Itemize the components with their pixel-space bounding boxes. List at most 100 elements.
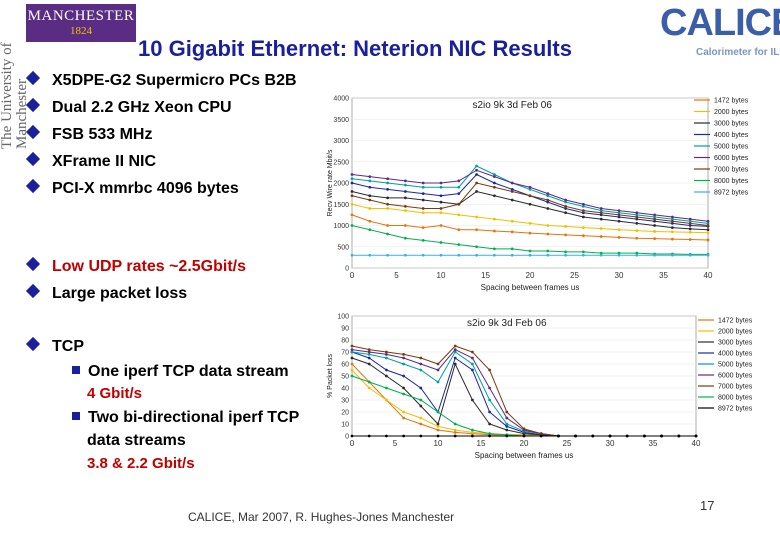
data-point	[493, 173, 496, 176]
data-point	[539, 434, 543, 438]
udp-bullet-text: Large packet loss	[52, 285, 188, 302]
y-tick-label: 3500	[333, 117, 349, 124]
data-point	[350, 173, 354, 176]
y-tick-label: 1500	[333, 202, 349, 209]
data-point	[671, 219, 674, 223]
data-point	[488, 434, 491, 438]
data-point	[706, 219, 710, 223]
data-point	[528, 249, 532, 253]
data-point	[706, 228, 710, 232]
data-point	[635, 213, 639, 217]
data-point	[635, 221, 639, 225]
data-point	[368, 175, 372, 179]
data-point	[653, 253, 656, 257]
data-point	[564, 250, 567, 254]
x-axis-label: Spacing between frames us	[481, 283, 580, 292]
data-point	[706, 253, 710, 257]
data-point	[402, 410, 405, 414]
manchester-logo-year: 1824	[70, 25, 92, 37]
diamond-bullet-icon	[25, 97, 41, 113]
x-tick-label: 5	[393, 439, 398, 448]
data-point	[546, 198, 550, 202]
diamond-bullet-icon	[25, 124, 41, 140]
data-point	[419, 404, 423, 408]
data-point	[471, 431, 474, 434]
data-point	[582, 234, 585, 238]
data-point	[493, 175, 496, 179]
data-point	[421, 181, 425, 185]
data-point	[404, 183, 407, 187]
data-point	[453, 350, 457, 354]
data-point	[528, 187, 532, 191]
x-tick-label: 35	[659, 271, 668, 280]
data-point	[419, 416, 423, 420]
data-point	[436, 380, 440, 384]
data-point	[367, 434, 371, 438]
data-point	[617, 251, 621, 255]
setup-bullet: Dual 2.2 GHz Xeon CPU	[25, 97, 232, 117]
data-point	[635, 215, 639, 219]
data-point	[350, 374, 354, 378]
data-point	[599, 213, 603, 217]
data-point	[471, 434, 474, 438]
x-tick-label: 15	[481, 271, 490, 280]
data-point	[671, 253, 674, 257]
data-point	[368, 198, 372, 202]
data-point	[453, 431, 457, 434]
data-point	[660, 434, 663, 438]
calice-logo-sub: Calorimeter for ILC	[696, 47, 780, 58]
data-point	[453, 344, 457, 348]
data-point	[439, 211, 443, 215]
x-tick-label: 0	[350, 439, 355, 448]
data-point	[493, 247, 496, 251]
y-tick-label: 500	[337, 244, 349, 251]
data-point	[653, 217, 656, 221]
data-point	[493, 217, 496, 221]
data-point	[522, 427, 526, 431]
data-point	[457, 243, 461, 247]
data-point	[404, 179, 407, 183]
data-point	[385, 356, 388, 360]
data-point	[625, 434, 629, 438]
chart-title: s2io 9k 3d Feb 06	[467, 318, 547, 329]
data-point	[694, 434, 698, 438]
diamond-bullet-icon	[25, 256, 41, 272]
data-point	[510, 247, 514, 251]
square-bullet-icon	[72, 366, 80, 374]
data-point	[564, 253, 567, 257]
data-point	[643, 434, 646, 438]
data-point	[419, 356, 423, 360]
data-point	[385, 386, 388, 390]
data-point	[471, 356, 474, 360]
y-tick-label: 0	[345, 434, 349, 441]
manchester-logo: MANCHESTER 1824	[26, 4, 136, 42]
data-point	[475, 181, 478, 185]
data-point	[635, 251, 639, 255]
data-point	[546, 207, 550, 210]
data-point	[421, 192, 425, 196]
data-point	[677, 434, 681, 438]
data-point	[617, 211, 621, 215]
data-point	[505, 416, 509, 420]
data-point	[404, 209, 407, 213]
x-tick-label: 30	[606, 439, 615, 448]
y-tick-label: 20	[341, 410, 349, 417]
data-point	[471, 428, 474, 432]
diamond-bullet-icon	[25, 283, 41, 299]
data-point	[386, 253, 389, 257]
data-point	[599, 227, 603, 230]
data-point	[582, 250, 585, 254]
data-point	[505, 434, 509, 438]
setup-bullet: PCI-X mmrbc 4096 bytes	[25, 178, 239, 198]
data-point	[436, 410, 440, 414]
y-tick-label: 10	[341, 422, 349, 429]
data-point	[453, 362, 457, 366]
data-point	[368, 194, 372, 198]
data-point	[439, 181, 443, 185]
data-point	[617, 253, 621, 257]
data-point	[653, 219, 656, 223]
legend-label: 2000 bytes	[718, 329, 753, 336]
data-point	[386, 187, 389, 191]
data-point	[368, 219, 372, 223]
data-point	[419, 386, 423, 390]
